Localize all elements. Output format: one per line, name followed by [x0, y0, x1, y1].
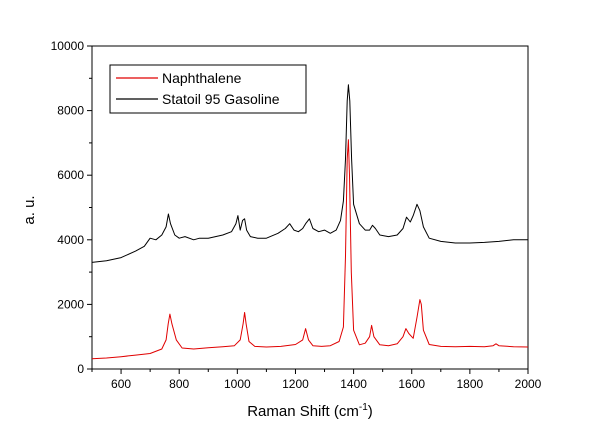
y-tick-label-0: 0 — [77, 362, 84, 376]
y-axis-title: a. u. — [21, 195, 38, 224]
y-tick-label-2: 4000 — [57, 233, 84, 247]
legend-label-naphthalene: Naphthalene — [162, 70, 242, 86]
y-tick-label-1: 2000 — [57, 297, 84, 311]
x-axis-title: Raman Shift (cm-1) — [247, 402, 373, 420]
x-tick-label-6: 1800 — [457, 377, 484, 391]
x-tick-label-7: 2000 — [515, 377, 542, 391]
legend-label-gasoline: Statoil 95 Gasoline — [162, 91, 280, 107]
series-lines — [91, 84, 529, 360]
y-tick-label-5: 10000 — [51, 39, 85, 53]
x-axis-title-sup: -1 — [359, 402, 368, 413]
x-tick-label-5: 1600 — [398, 377, 425, 391]
x-tick-label-2: 1000 — [224, 377, 251, 391]
x-axis-title-main: Raman Shift (cm — [247, 403, 359, 420]
y-axis-ticks: 0 2000 4000 6000 8000 10000 — [51, 39, 92, 376]
y-tick-label-4: 8000 — [57, 104, 84, 118]
series-line-0 — [91, 139, 529, 360]
series-line-1 — [91, 84, 528, 263]
legend: Naphthalene Statoil 95 Gasoline — [109, 64, 307, 114]
x-tick-label-4: 1400 — [340, 377, 367, 391]
y-tick-label-3: 6000 — [57, 168, 84, 182]
x-axis-ticks: 600 800 1000 1200 1400 1600 1800 2000 — [91, 369, 542, 391]
x-tick-label-1: 800 — [169, 377, 189, 391]
x-tick-label-0: 600 — [111, 377, 131, 391]
x-axis-title-close: ) — [368, 403, 373, 420]
legend-box — [109, 64, 307, 114]
x-tick-label-3: 1200 — [282, 377, 309, 391]
